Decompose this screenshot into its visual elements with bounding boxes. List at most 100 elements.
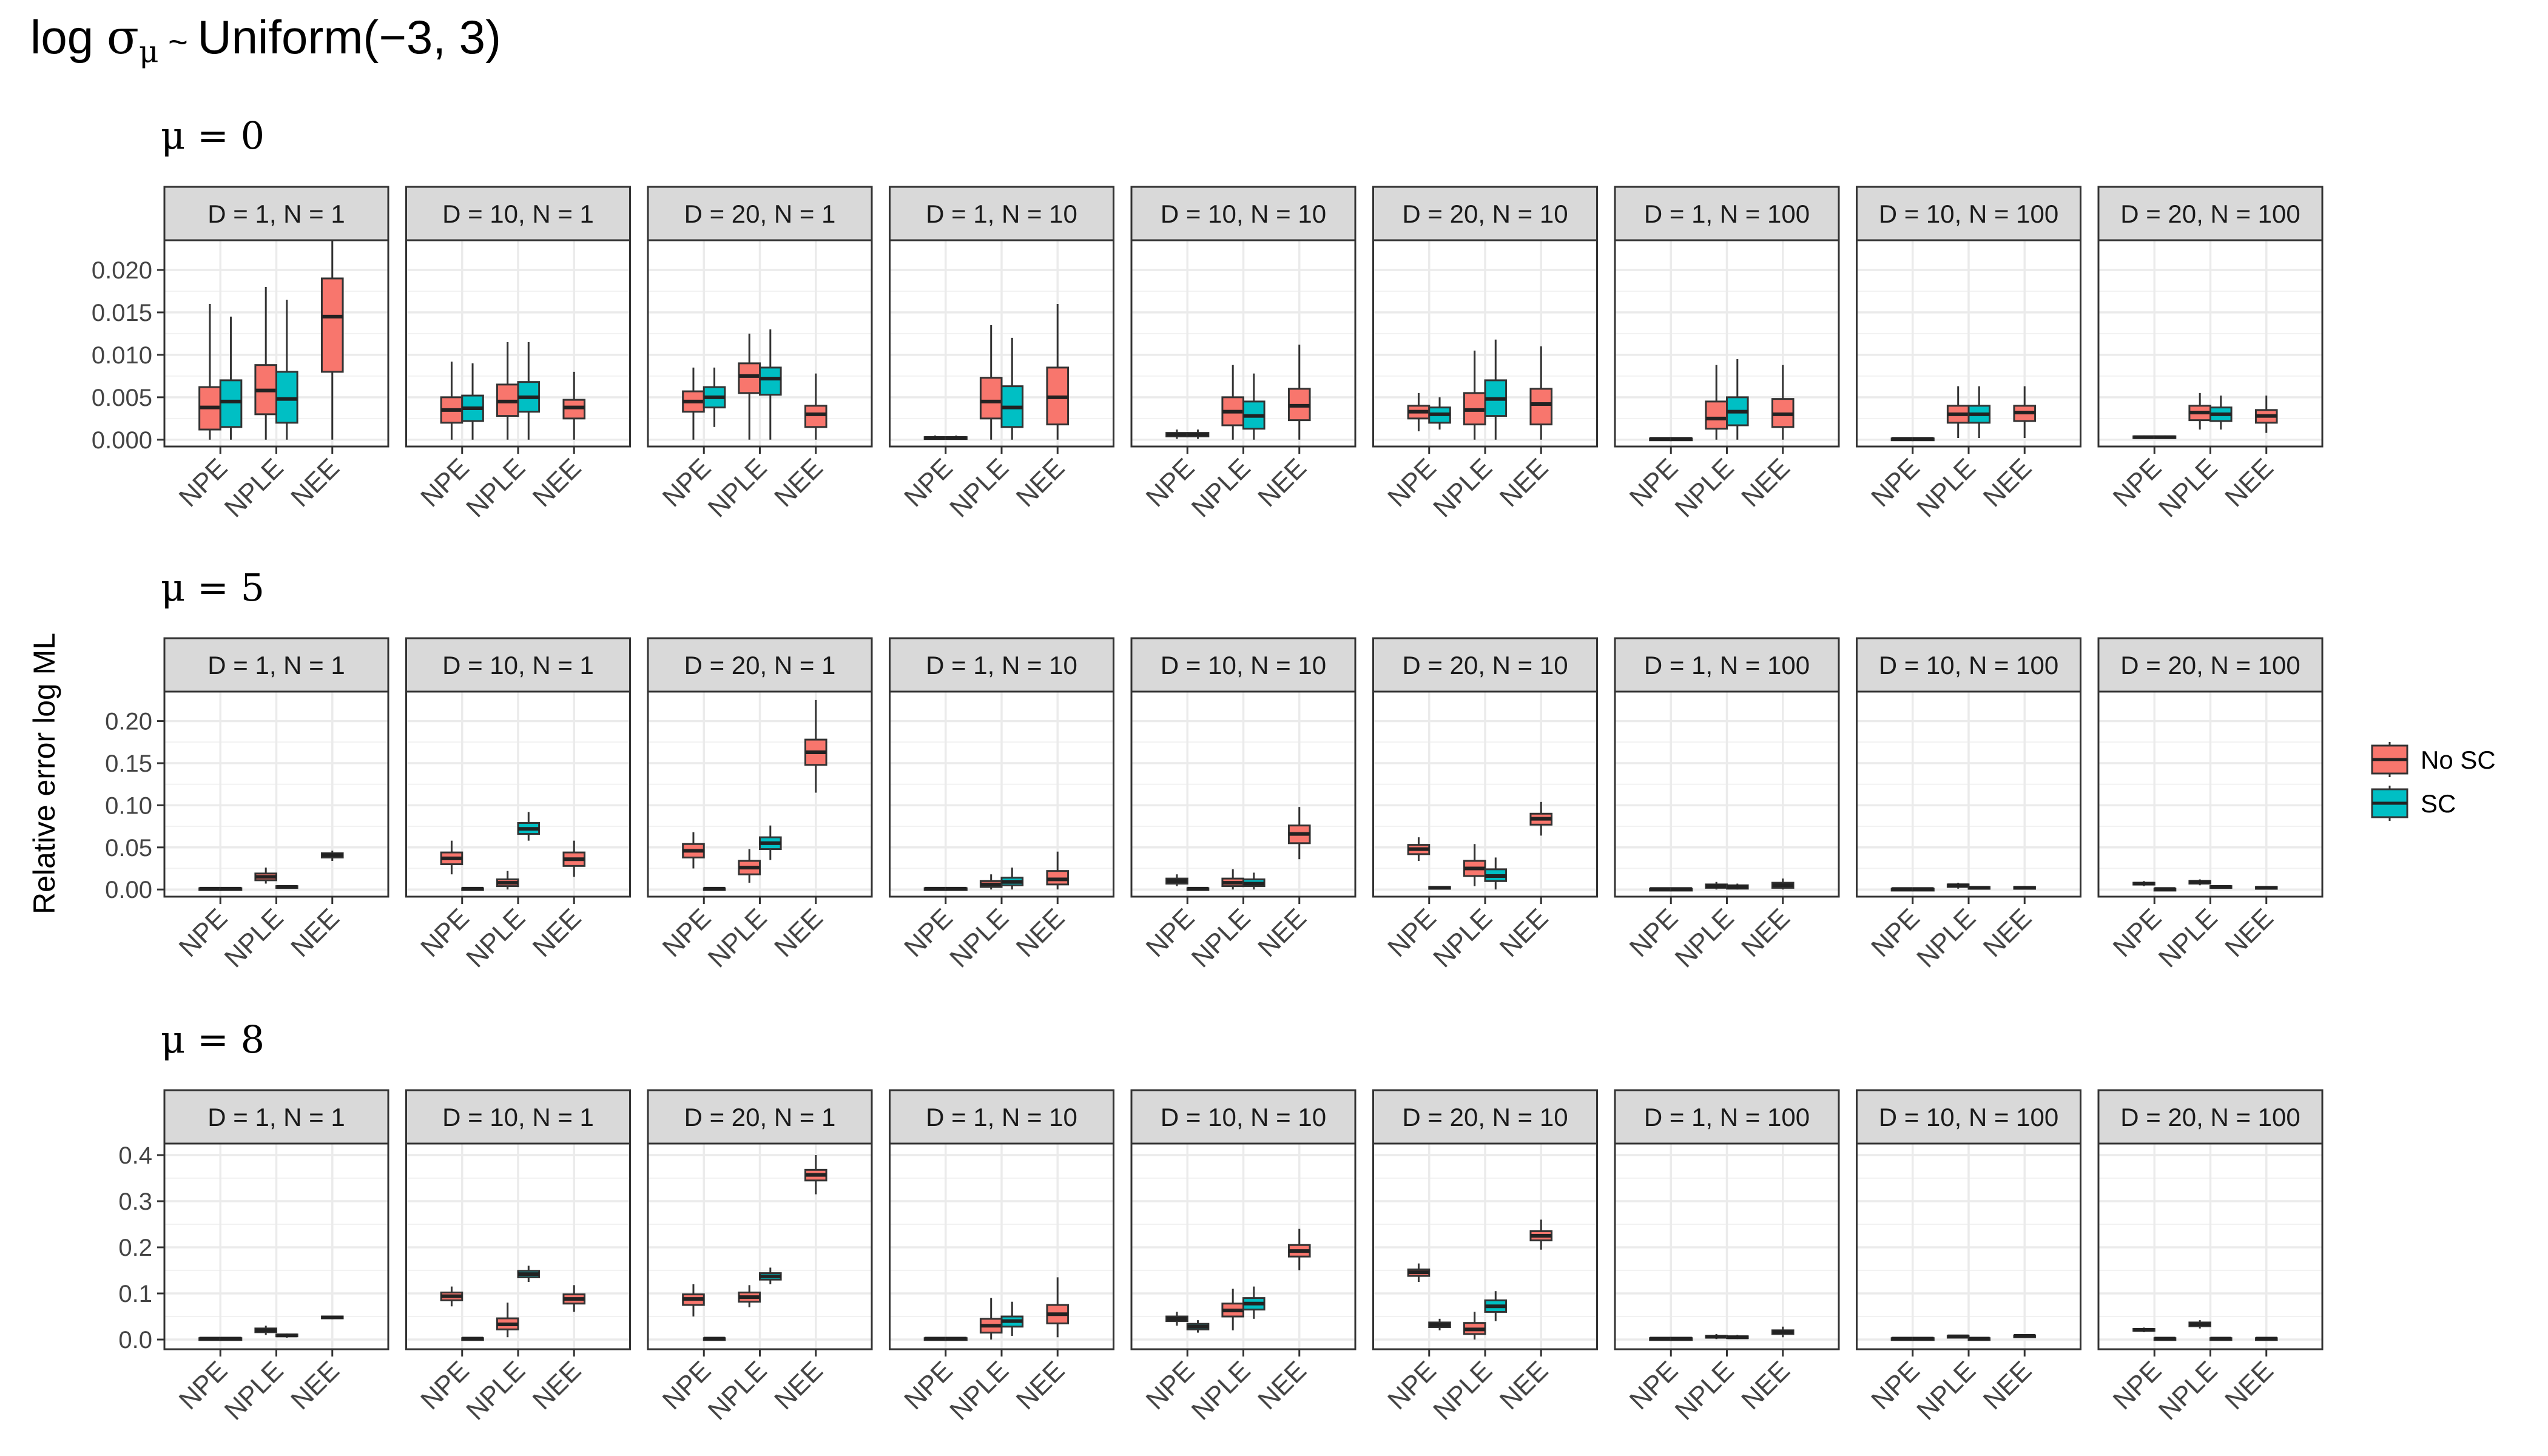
- x-tick-label: NPLE: [1186, 1355, 1256, 1426]
- box-nple-sc: [2209, 396, 2233, 430]
- box-npe-sc: [2153, 435, 2177, 439]
- facet-strip-label: D = 10, N = 1: [442, 200, 594, 228]
- box-nple-sc: [1726, 359, 1749, 440]
- y-tick-label: 0.2: [118, 1235, 152, 1261]
- box-npe-no-sc: [1165, 430, 1188, 439]
- facet-strip-label: D = 1, N = 1: [207, 651, 345, 679]
- x-tick-label: NPLE: [1427, 903, 1498, 973]
- box-nee-no-sc: [2013, 386, 2037, 439]
- box-nple-sc: [1726, 883, 1749, 890]
- box-npe-sc: [1912, 437, 1935, 442]
- box-nple-no-sc: [1463, 1312, 1486, 1340]
- box-npe-sc: [2153, 887, 2177, 892]
- box-nple-sc: [517, 1266, 541, 1282]
- box-nple-no-sc: [738, 849, 761, 883]
- x-tick-label: NPLE: [1427, 1355, 1498, 1426]
- title-sigma: σ: [107, 10, 139, 65]
- box-npe-sc: [1186, 1320, 1210, 1333]
- box-npe-no-sc: [2132, 881, 2155, 886]
- row-label: μ = 8: [161, 1017, 265, 1062]
- box-body: [1705, 400, 1728, 430]
- box-nple-no-sc: [1221, 869, 1244, 890]
- box-npe-sc: [219, 886, 243, 891]
- box-npe-sc: [1428, 397, 1451, 430]
- box-nple-sc: [1484, 1291, 1508, 1321]
- x-tick-label: NPLE: [219, 1355, 289, 1426]
- box-nee-no-sc: [320, 1315, 344, 1320]
- facet-strip: [647, 1089, 873, 1145]
- box-npe-no-sc: [923, 1336, 947, 1341]
- box-body: [804, 405, 827, 428]
- facet-strip-label: D = 20, N = 100: [2120, 200, 2300, 228]
- facet-strip-label: D = 10, N = 100: [1879, 651, 2059, 679]
- box-nee-no-sc: [1046, 1277, 1070, 1338]
- facet-strip-label: D = 20, N = 10: [1402, 200, 1568, 228]
- facet-strip-label: D = 1, N = 10: [926, 1103, 1077, 1131]
- y-tick-label: 0.00: [105, 877, 152, 903]
- box-nee-no-sc: [562, 840, 586, 877]
- box-nee-no-sc: [1529, 801, 1553, 836]
- box-npe-no-sc: [198, 1336, 221, 1341]
- box-npe-no-sc: [1890, 887, 1914, 892]
- box-npe-sc: [703, 1336, 726, 1341]
- x-tick-label: NPLE: [2153, 1355, 2223, 1426]
- box-nple-sc: [759, 825, 782, 860]
- x-tick-label: NEE: [1736, 1355, 1796, 1415]
- box-npe-no-sc: [682, 1284, 705, 1317]
- y-tick-label: 0.4: [118, 1142, 152, 1169]
- facet-strip-label: D = 20, N = 10: [1402, 1103, 1568, 1131]
- box-nee-no-sc: [1529, 346, 1553, 440]
- x-tick-label: NEE: [1494, 903, 1554, 963]
- x-tick-label: NPLE: [944, 453, 1014, 523]
- row-label: μ = 5: [161, 565, 265, 610]
- facet-strip-label: D = 20, N = 1: [684, 1103, 836, 1131]
- box-body: [1529, 388, 1553, 426]
- box-nee-no-sc: [562, 371, 586, 440]
- x-tick-label: NEE: [2219, 903, 2279, 963]
- box-nple-sc: [1967, 386, 1991, 439]
- x-tick-label: NEE: [527, 1355, 587, 1415]
- x-tick-label: NPLE: [219, 903, 289, 973]
- box-npe-no-sc: [1649, 1336, 1672, 1341]
- box-nee-no-sc: [2254, 396, 2278, 433]
- box-nple-sc: [1242, 1286, 1266, 1319]
- facet-strip-label: D = 1, N = 10: [926, 200, 1077, 228]
- x-tick-label: NEE: [1252, 1355, 1312, 1415]
- box-nple-no-sc: [1946, 386, 1970, 439]
- box-nee-no-sc: [2254, 886, 2278, 890]
- box-npe-no-sc: [1407, 837, 1431, 861]
- box-npe-no-sc: [923, 886, 947, 891]
- box-npe-no-sc: [1165, 874, 1188, 886]
- facet-strip-label: D = 1, N = 1: [207, 200, 345, 228]
- row-label: μ = 0: [161, 113, 265, 158]
- facet-strip-label: D = 20, N = 1: [684, 651, 836, 679]
- x-tick-label: NEE: [1011, 1355, 1071, 1415]
- x-tick-label: NEE: [1978, 453, 2038, 513]
- box-npe-no-sc: [2132, 435, 2155, 439]
- box-npe-no-sc: [1407, 1263, 1431, 1282]
- facet-strip: [1856, 637, 2081, 693]
- box-nee-no-sc: [562, 1285, 586, 1312]
- box-nee-no-sc: [804, 699, 827, 793]
- box-npe-sc: [461, 1336, 484, 1341]
- box-npe-no-sc: [440, 362, 463, 440]
- box-nple-sc: [1484, 857, 1508, 890]
- legend-entry: SC: [2371, 786, 2456, 821]
- x-tick-label: NEE: [285, 903, 345, 963]
- facet-strip-label: D = 10, N = 1: [442, 651, 594, 679]
- x-tick-label: NPLE: [1911, 1355, 1981, 1426]
